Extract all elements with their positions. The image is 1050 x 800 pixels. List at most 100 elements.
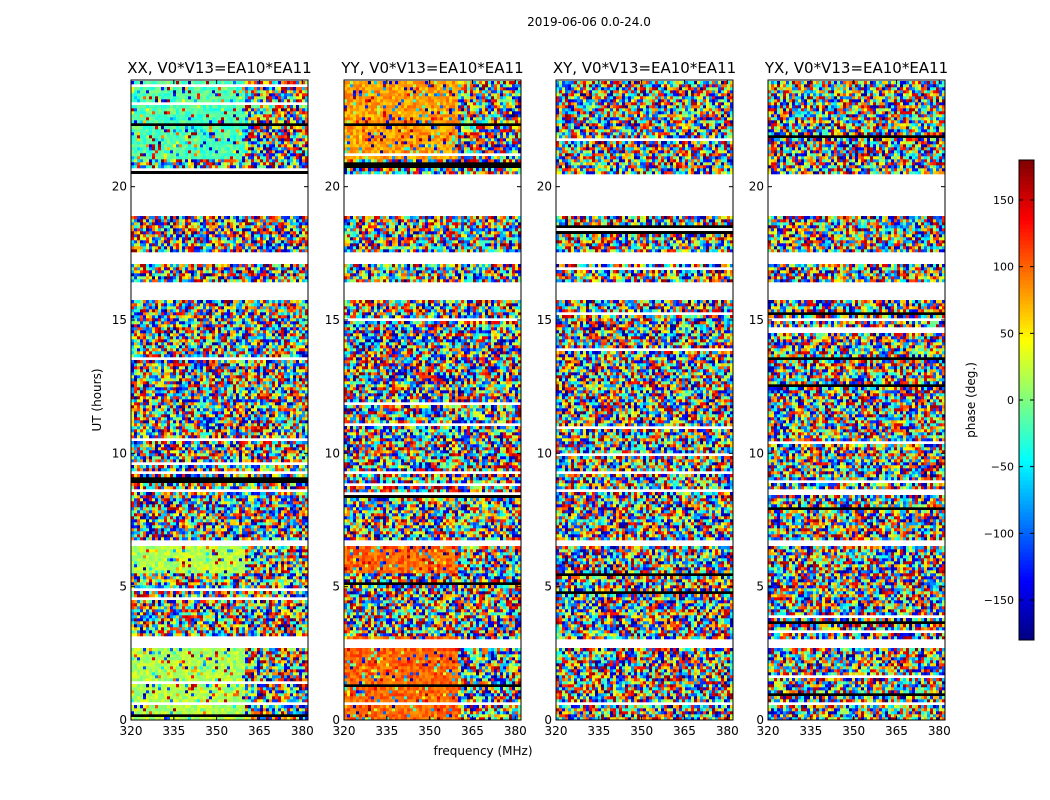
colorbar-segment [1019,336,1034,341]
panel-frame [343,79,522,721]
colorbar-segment [1019,576,1034,581]
y-tick-label: 10 [325,446,340,460]
colorbar-segment [1019,248,1034,253]
y-tick-label: 0 [332,713,340,727]
colorbar-segment [1019,444,1034,449]
colorbar-segment [1019,232,1034,237]
colorbar-segment [1019,160,1034,165]
colorbar-segment [1019,528,1034,533]
colorbar-segment [1019,352,1034,357]
colorbar-segment [1019,320,1034,325]
colorbar-segment [1019,560,1034,565]
x-tick-label: 380 [291,724,314,738]
colorbar-segment [1019,436,1034,441]
colorbar-segment [1019,216,1034,221]
y-tick-label: 15 [325,313,340,327]
colorbar-label: phase (deg.) [964,362,978,438]
y-axis-label: UT (hours) [90,368,104,431]
colorbar-segment [1019,636,1034,641]
colorbar-segment [1019,208,1034,213]
colorbar-segment [1019,620,1034,625]
y-tick-label: 0 [756,713,764,727]
colorbar-segment [1019,344,1034,349]
colorbar-segment [1019,204,1034,209]
y-tick-label: 20 [749,180,764,194]
colorbar-segment [1019,476,1034,481]
phase-heatmap [556,80,733,720]
colorbar-segment [1019,480,1034,485]
colorbar-segment [1019,492,1034,497]
colorbar-segment [1019,552,1034,557]
colorbar-segment [1019,504,1034,509]
colorbar-segment [1019,376,1034,381]
colorbar-segment [1019,264,1034,269]
colorbar-segment [1019,324,1034,329]
colorbar-segment [1019,328,1034,333]
x-tick-label: 350 [418,724,441,738]
colorbar-tick-label: −100 [984,527,1014,540]
colorbar-segment [1019,236,1034,241]
y-tick-label: 20 [325,180,340,194]
colorbar-segment [1019,400,1034,405]
colorbar-segment [1019,468,1034,473]
colorbar-segment [1019,356,1034,361]
x-tick-label: 365 [248,724,271,738]
colorbar-segment [1019,252,1034,257]
colorbar-segment [1019,432,1034,437]
colorbar-segment [1019,472,1034,477]
y-tick-label: 20 [112,180,127,194]
colorbar-segment [1019,256,1034,261]
colorbar-segment [1019,164,1034,169]
colorbar-segment [1019,424,1034,429]
colorbar-segment [1019,300,1034,305]
y-tick-label: 20 [537,180,552,194]
colorbar-segment [1019,200,1034,205]
colorbar-segment [1019,340,1034,345]
colorbar-segment [1019,316,1034,321]
y-tick-label: 0 [544,713,552,727]
colorbar-segment [1019,404,1034,409]
colorbar-segment [1019,616,1034,621]
colorbar-segment [1019,224,1034,229]
colorbar-segment [1019,496,1034,501]
colorbar-segment [1019,268,1034,273]
colorbar-segment [1019,188,1034,193]
x-tick-label: 365 [461,724,484,738]
y-tick-label: 10 [537,446,552,460]
colorbar-segment [1019,536,1034,541]
y-tick-label: 15 [749,313,764,327]
y-tick-label: 5 [119,580,127,594]
colorbar-segment [1019,440,1034,445]
colorbar-tick-label: 50 [1000,327,1014,340]
colorbar-segment [1019,388,1034,393]
colorbar-tick-label: −150 [984,594,1014,607]
colorbar-segment [1019,284,1034,289]
panel-title: XX, V0*V13=EA10*EA11 [127,59,311,77]
y-tick-label: 15 [537,313,552,327]
panel-frame [767,79,946,721]
x-tick-label: 380 [504,724,527,738]
colorbar-tick-label: 0 [1007,394,1014,407]
colorbar-segment [1019,452,1034,457]
colorbar-segment [1019,192,1034,197]
colorbar-tick-label: −50 [991,461,1014,474]
colorbar-segment [1019,448,1034,453]
x-tick-label: 350 [205,724,228,738]
y-tick-label: 15 [112,313,127,327]
phase-heatmap [131,80,308,720]
y-tick-label: 5 [544,580,552,594]
x-tick-label: 365 [885,724,908,738]
phase-heatmap [768,80,945,720]
x-tick-label: 320 [333,724,356,738]
colorbar-segment [1019,604,1034,609]
colorbar-segment [1019,348,1034,353]
colorbar-segment [1019,280,1034,285]
colorbar-segment [1019,212,1034,217]
colorbar-segment [1019,412,1034,417]
colorbar-segment [1019,292,1034,297]
colorbar-segment [1019,392,1034,397]
panel-frame [555,79,734,721]
colorbar-segment [1019,196,1034,201]
colorbar-segment [1019,564,1034,569]
x-tick-label: 380 [928,724,951,738]
